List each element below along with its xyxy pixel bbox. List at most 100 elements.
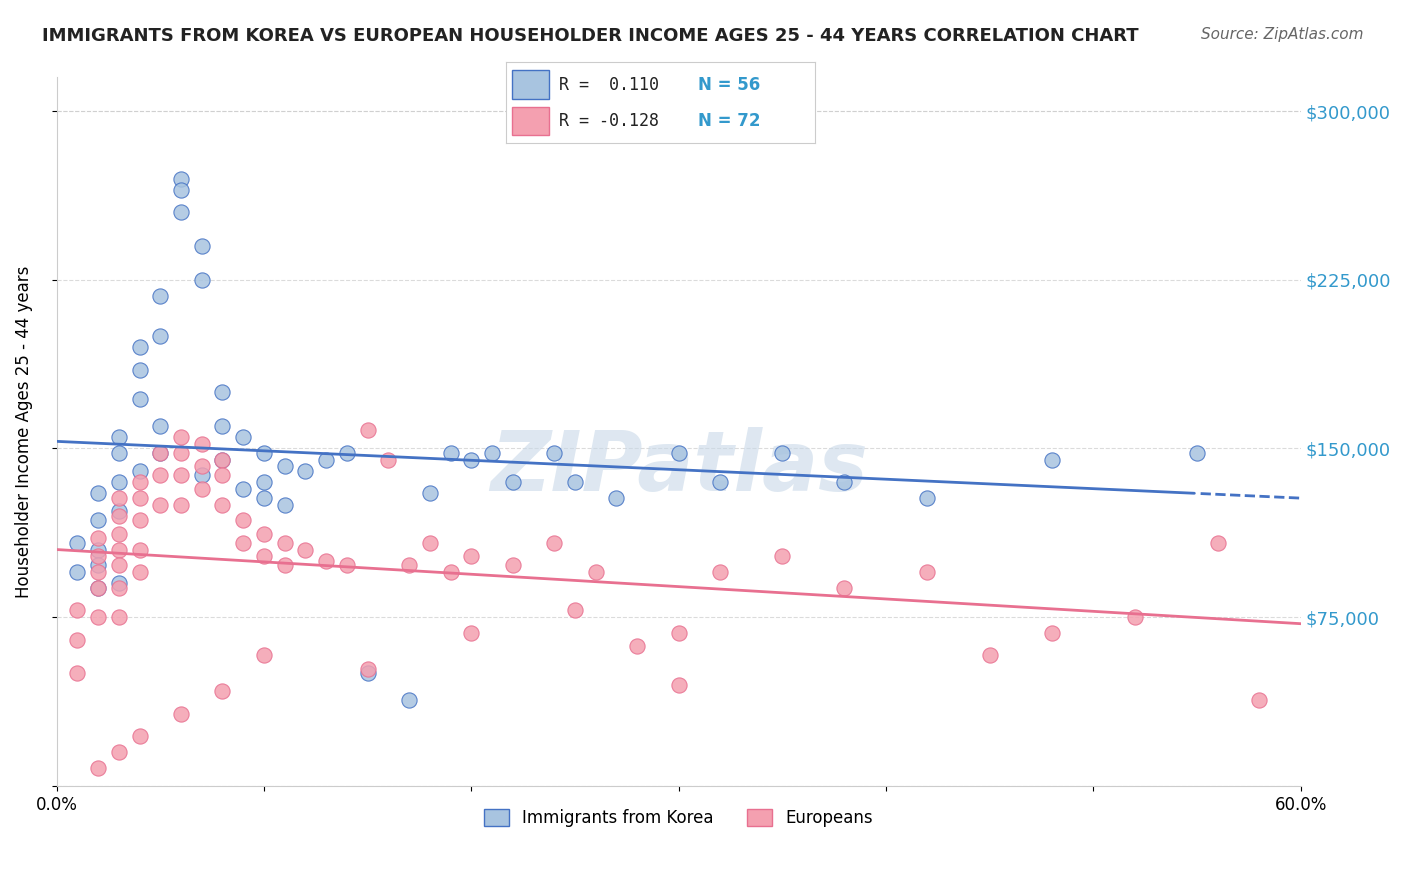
Point — [108, 430, 131, 444]
Point — [87, 542, 110, 557]
Point — [108, 542, 131, 557]
Point — [87, 513, 110, 527]
Point — [108, 491, 131, 505]
Point — [170, 468, 193, 483]
Point — [356, 424, 378, 438]
Point — [1206, 536, 1229, 550]
Point — [543, 446, 565, 460]
Point — [668, 625, 690, 640]
Point — [128, 475, 150, 490]
Point — [128, 464, 150, 478]
Point — [170, 171, 193, 186]
Point — [66, 565, 89, 579]
Point — [87, 532, 110, 546]
Point — [87, 549, 110, 564]
Point — [419, 486, 441, 500]
Point — [770, 446, 793, 460]
Point — [108, 558, 131, 573]
Point — [66, 632, 89, 647]
Point — [1249, 693, 1271, 707]
Point — [170, 446, 193, 460]
Point — [356, 662, 378, 676]
Point — [190, 468, 212, 483]
Point — [128, 729, 150, 743]
Point — [170, 205, 193, 219]
Point — [211, 684, 233, 698]
Point — [190, 273, 212, 287]
Point — [564, 475, 586, 490]
Point — [108, 527, 131, 541]
Point — [439, 446, 461, 460]
Point — [108, 745, 131, 759]
Point — [211, 452, 233, 467]
Point — [128, 542, 150, 557]
Point — [273, 558, 295, 573]
Point — [128, 565, 150, 579]
Point — [253, 648, 276, 663]
Text: R = -0.128: R = -0.128 — [558, 112, 659, 130]
Point — [87, 581, 110, 595]
Point — [211, 498, 233, 512]
Point — [273, 498, 295, 512]
Point — [481, 446, 503, 460]
Point — [87, 486, 110, 500]
Point — [460, 452, 482, 467]
Point — [460, 625, 482, 640]
Text: N = 72: N = 72 — [697, 112, 761, 130]
Point — [834, 475, 856, 490]
Point — [170, 498, 193, 512]
Point — [149, 329, 172, 343]
Point — [87, 610, 110, 624]
Point — [211, 468, 233, 483]
Point — [128, 491, 150, 505]
Point — [170, 430, 193, 444]
Point — [149, 419, 172, 434]
Point — [66, 603, 89, 617]
Point — [336, 446, 359, 460]
Point — [460, 549, 482, 564]
Text: ZIPatlas: ZIPatlas — [489, 426, 868, 508]
Point — [834, 581, 856, 595]
Point — [1040, 625, 1063, 640]
Point — [128, 513, 150, 527]
Point — [377, 452, 399, 467]
Point — [87, 581, 110, 595]
Point — [190, 482, 212, 496]
Point — [66, 536, 89, 550]
Point — [170, 706, 193, 721]
Point — [439, 565, 461, 579]
Point — [190, 239, 212, 253]
FancyBboxPatch shape — [512, 70, 550, 98]
Point — [128, 340, 150, 354]
Point — [709, 475, 731, 490]
Point — [1185, 446, 1208, 460]
Point — [253, 527, 276, 541]
Point — [315, 554, 337, 568]
Point — [356, 666, 378, 681]
Point — [66, 666, 89, 681]
Point — [149, 288, 172, 302]
Point — [108, 446, 131, 460]
Point — [564, 603, 586, 617]
Point — [108, 508, 131, 523]
Point — [709, 565, 731, 579]
Point — [253, 446, 276, 460]
Point — [190, 459, 212, 474]
Point — [315, 452, 337, 467]
Point — [108, 610, 131, 624]
Point — [585, 565, 607, 579]
Point — [336, 558, 359, 573]
Point — [87, 565, 110, 579]
Point — [108, 504, 131, 518]
Point — [170, 183, 193, 197]
Point — [979, 648, 1001, 663]
Point — [273, 459, 295, 474]
Point — [128, 363, 150, 377]
Point — [232, 430, 254, 444]
Point — [770, 549, 793, 564]
Point — [190, 437, 212, 451]
Point — [149, 468, 172, 483]
Text: IMMIGRANTS FROM KOREA VS EUROPEAN HOUSEHOLDER INCOME AGES 25 - 44 YEARS CORRELAT: IMMIGRANTS FROM KOREA VS EUROPEAN HOUSEH… — [42, 27, 1139, 45]
Point — [273, 536, 295, 550]
Point — [87, 558, 110, 573]
